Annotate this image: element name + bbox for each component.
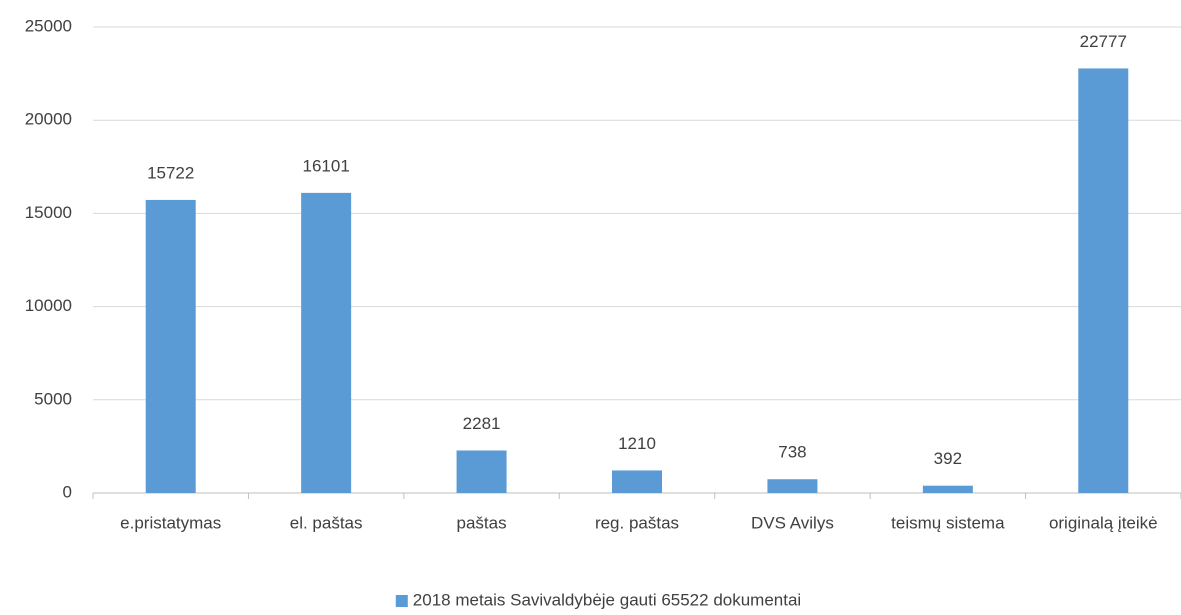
x-tick-label: teismų sistema	[891, 513, 1005, 532]
data-label: 2281	[463, 414, 501, 433]
y-tick-label: 15000	[25, 203, 72, 222]
y-tick-label: 5000	[34, 389, 72, 408]
bar	[301, 192, 352, 493]
y-tick-label: 20000	[25, 110, 72, 129]
x-tick-label: el. paštas	[290, 513, 363, 532]
y-tick-label: 10000	[25, 296, 72, 315]
data-label: 392	[934, 449, 962, 468]
x-tick-label: DVS Avilys	[751, 513, 834, 532]
bar	[612, 470, 662, 493]
legend-label: 2018 metais Savivaldybėje gauti 65522 do…	[413, 590, 801, 609]
x-tick-label: paštas	[457, 513, 507, 532]
x-tick-label: e.pristatymas	[120, 513, 221, 532]
x-tick-label: reg. paštas	[595, 513, 679, 532]
bar	[767, 479, 818, 493]
bar	[145, 199, 196, 493]
data-label: 1210	[618, 434, 656, 453]
data-label: 22777	[1080, 32, 1127, 51]
y-tick-label: 25000	[25, 16, 72, 35]
y-tick-label: 0	[63, 482, 72, 501]
bar	[456, 450, 507, 493]
data-label: 738	[778, 443, 806, 462]
bar	[1078, 68, 1129, 494]
x-tick-label: originalą įteikė	[1049, 513, 1158, 532]
bar	[922, 485, 973, 493]
data-label: 16101	[303, 156, 350, 175]
legend-swatch	[395, 595, 408, 607]
data-label: 15722	[147, 163, 194, 182]
